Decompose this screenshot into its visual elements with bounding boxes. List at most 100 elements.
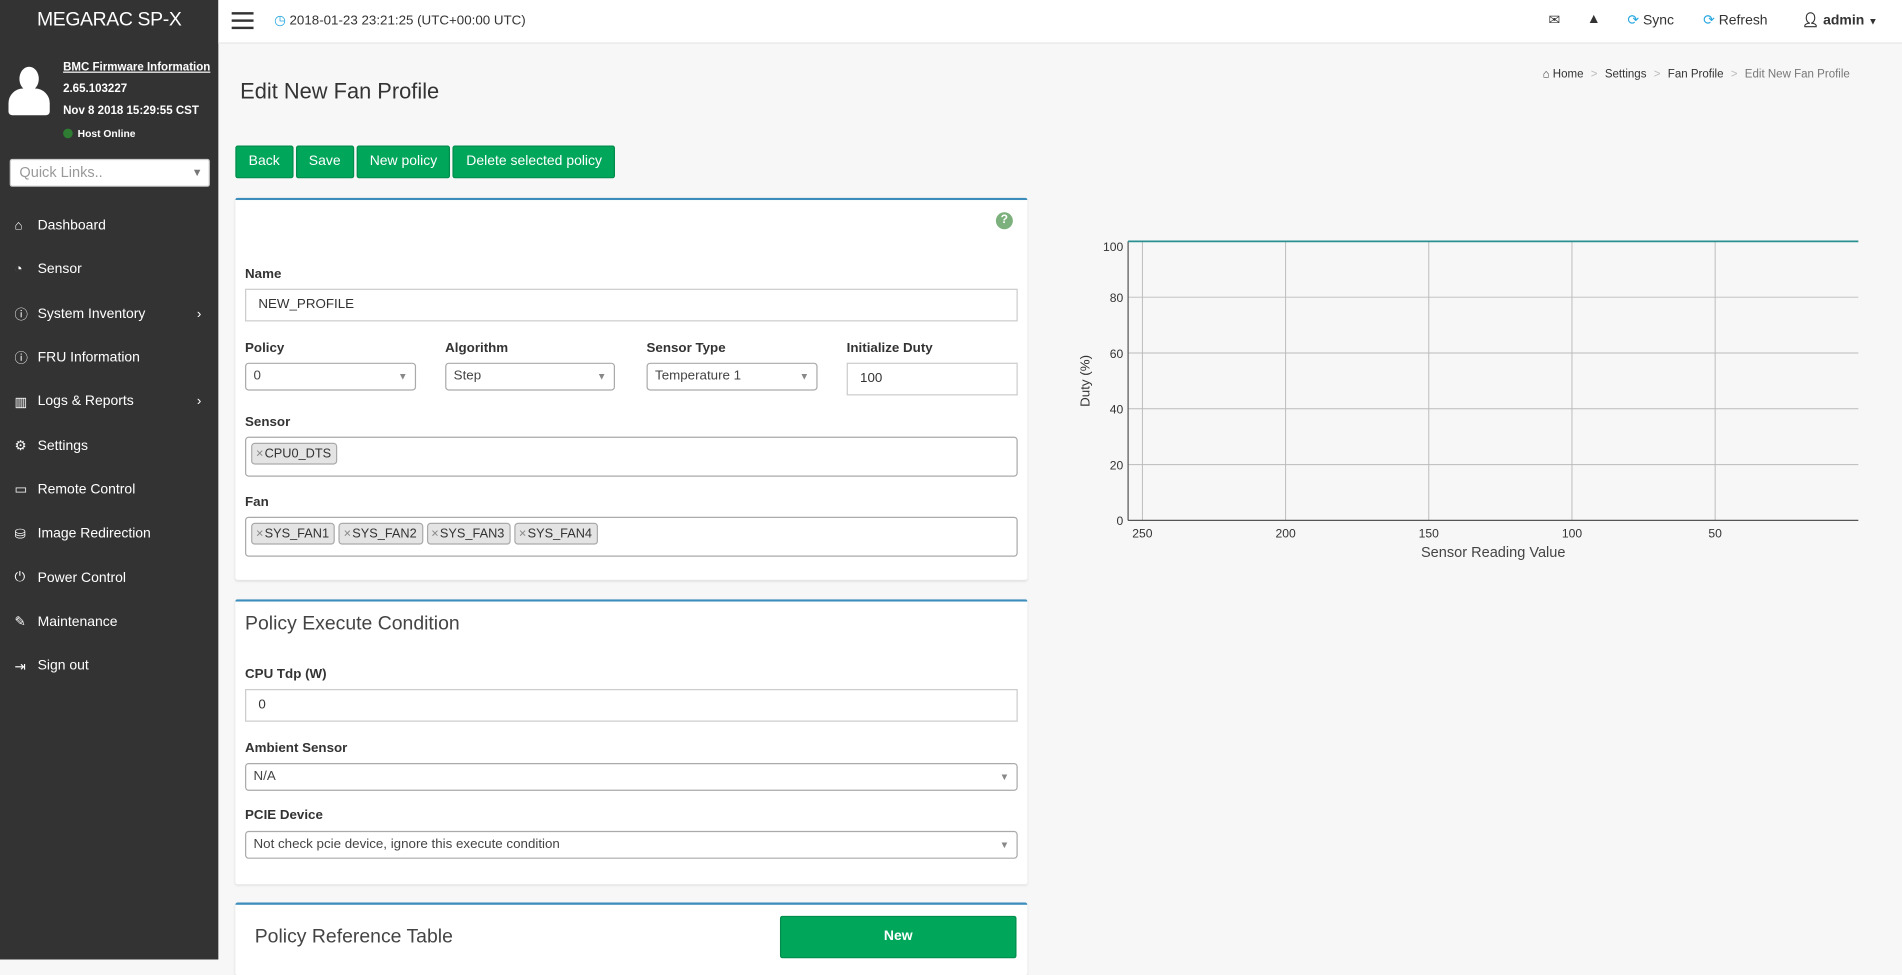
envelope-icon[interactable]: ✉ [1548, 13, 1561, 28]
delete-policy-button[interactable]: Delete selected policy [452, 145, 616, 179]
sidebar-item-system-inventory[interactable]: ⓘ System Inventory › [0, 292, 218, 336]
new-policy-button[interactable]: New policy [356, 145, 451, 179]
sidebar: MEGARAC SP-X BMC Firmware Information 2.… [0, 0, 219, 960]
algorithm-select[interactable]: Step ▼ [445, 362, 615, 391]
quick-links-select[interactable]: Quick Links.. ▼ [9, 158, 210, 187]
policy-select[interactable]: 0 ▼ [245, 362, 417, 391]
tag-label: SYS_FAN2 [352, 526, 417, 542]
x-tick-label: 200 [1275, 526, 1295, 540]
name-label: Name [245, 266, 282, 282]
power-icon: ⏻ [14, 570, 26, 585]
tachometer-icon: ◔ [14, 262, 23, 278]
page-title: Edit New Fan Profile [240, 78, 440, 104]
cpu-tdp-label: CPU Tdp (W) [245, 667, 327, 682]
sidebar-item-label: FRU Information [37, 350, 140, 366]
menu-toggle-icon[interactable] [231, 12, 254, 30]
breadcrumb: ⌂ Home > Settings > Fan Profile > Edit New Fan… [1542, 67, 1850, 82]
fan-multiselect[interactable]: ×SYS_FAN1 ×SYS_FAN2 ×SYS_FAN3 ×SYS_FAN4 [245, 516, 1018, 557]
ambient-sensor-label: Ambient Sensor [245, 741, 348, 756]
sidebar-item-label: Maintenance [37, 614, 118, 630]
sidebar-item-power-control[interactable]: ⏻ Power Control [0, 556, 218, 600]
sidebar-item-label: Sign out [37, 658, 89, 674]
x-tick-label: 100 [1562, 526, 1582, 540]
sidebar-item-image-redirection[interactable]: ⛁ Image Redirection [0, 512, 218, 556]
refresh-button[interactable]: ⟳ Refresh [1703, 11, 1767, 28]
firmware-info-link[interactable]: BMC Firmware Information [63, 60, 211, 74]
chevron-down-icon: ▼ [999, 771, 1010, 783]
sidebar-item-sensor[interactable]: ◔ Sensor [0, 248, 218, 292]
y-axis-label: Duty (%) [1077, 355, 1092, 407]
chevron-down-icon: ▼ [397, 371, 408, 383]
info-icon: ⓘ [14, 307, 28, 323]
x-tick-label: 250 [1132, 526, 1152, 540]
sensor-type-value: Temperature 1 [655, 368, 742, 384]
profile-card: ? Name NEW_PROFILE Policy 0 ▼ Algorithm S… [235, 197, 1028, 580]
y-tick-label: 40 [1110, 403, 1124, 417]
name-input[interactable]: NEW_PROFILE [245, 288, 1018, 322]
remove-tag-icon[interactable]: × [255, 526, 264, 542]
home-icon: ⌂ [1542, 67, 1550, 82]
sensor-type-select[interactable]: Temperature 1 ▼ [646, 362, 818, 391]
sidebar-item-dashboard[interactable]: ⌂ Dashboard [0, 204, 218, 248]
sensor-type-label: Sensor Type [646, 340, 726, 356]
fan-curve-chart: 0 20 40 60 80 100 250 200 150 100 50 Sensor Reading… [1077, 240, 1859, 561]
sidebar-item-label: Power Control [37, 570, 127, 586]
home-icon: ⌂ [14, 218, 23, 234]
breadcrumb-settings[interactable]: Settings [1604, 67, 1647, 82]
x-tick-label: 50 [1708, 526, 1722, 540]
sidebar-item-label: Remote Control [37, 482, 136, 498]
drive-icon: ⛁ [14, 527, 26, 542]
ambient-sensor-select[interactable]: N/A ▼ [245, 762, 1018, 791]
sidebar-item-maintenance[interactable]: ✎ Maintenance [0, 600, 218, 644]
fan-tag: ×SYS_FAN2 [338, 522, 423, 545]
chevron-down-icon: ▼ [799, 371, 810, 383]
firmware-version: 2.65.103227 [63, 82, 128, 96]
policy-label: Policy [245, 340, 285, 356]
y-tick-label: 100 [1103, 240, 1123, 254]
cpu-tdp-input[interactable]: 0 [245, 688, 1018, 722]
sidebar-item-sign-out[interactable]: ⇥ Sign out [0, 644, 218, 688]
tag-label: SYS_FAN3 [439, 526, 505, 542]
breadcrumb-home[interactable]: Home [1552, 67, 1584, 82]
sync-button[interactable]: ⟳ Sync [1627, 11, 1674, 28]
warning-icon[interactable]: ▲ [1586, 12, 1601, 27]
remove-tag-icon[interactable]: × [343, 526, 352, 542]
ambient-sensor-value: N/A [253, 769, 276, 784]
remove-tag-icon[interactable]: × [431, 526, 439, 542]
x-tick-label: 150 [1419, 526, 1439, 540]
fan-label: Fan [245, 494, 269, 510]
caret-down-icon: ▼ [1868, 15, 1878, 27]
y-tick-label: 80 [1110, 291, 1124, 305]
sidebar-item-label: System Inventory [37, 306, 146, 322]
sidebar-item-remote-control[interactable]: ▭ Remote Control [0, 468, 218, 512]
datetime: 2018-01-23 23:21:25 (UTC+00:00 UTC) [289, 13, 526, 28]
tag-label: SYS_FAN1 [264, 526, 330, 542]
remove-tag-icon[interactable]: × [255, 446, 264, 461]
algorithm-label: Algorithm [445, 340, 509, 356]
info-icon: ⓘ [14, 351, 28, 367]
user-panel: BMC Firmware Information 2.65.103227 Nov… [0, 55, 218, 139]
breadcrumb-fan-profile[interactable]: Fan Profile [1667, 67, 1724, 82]
sidebar-item-fru-information[interactable]: ⓘ FRU Information [0, 336, 218, 380]
user-avatar-icon [8, 66, 50, 116]
back-button[interactable]: Back [235, 145, 294, 179]
sensor-tag: ×CPU0_DTS [251, 442, 338, 465]
firmware-date: Nov 8 2018 15:29:55 CST [63, 104, 199, 118]
user-menu[interactable]: 👤︎ admin ▼ [1802, 11, 1878, 28]
section-title: Policy Execute Condition [245, 613, 460, 635]
sidebar-item-label: Sensor [37, 262, 82, 278]
initialize-duty-input[interactable]: 100 [846, 362, 1018, 396]
sidebar-item-settings[interactable]: ⚙ Settings [0, 424, 218, 468]
sensor-multiselect[interactable]: ×CPU0_DTS [245, 436, 1018, 477]
help-icon[interactable]: ? [995, 212, 1013, 230]
sidebar-item-logs-reports[interactable]: ▥ Logs & Reports › [0, 380, 218, 424]
y-tick-label: 60 [1110, 347, 1124, 361]
wrench-icon: ✎ [14, 615, 26, 630]
sync-icon: ⟳ [1627, 13, 1640, 28]
save-button[interactable]: Save [295, 145, 354, 179]
remove-tag-icon[interactable]: × [518, 526, 527, 542]
new-reference-button[interactable]: New [779, 915, 1017, 959]
pcie-device-select[interactable]: Not check pcie device, ignore this execu… [245, 830, 1018, 859]
tag-label: CPU0_DTS [264, 446, 332, 461]
status-dot-icon [63, 128, 73, 139]
